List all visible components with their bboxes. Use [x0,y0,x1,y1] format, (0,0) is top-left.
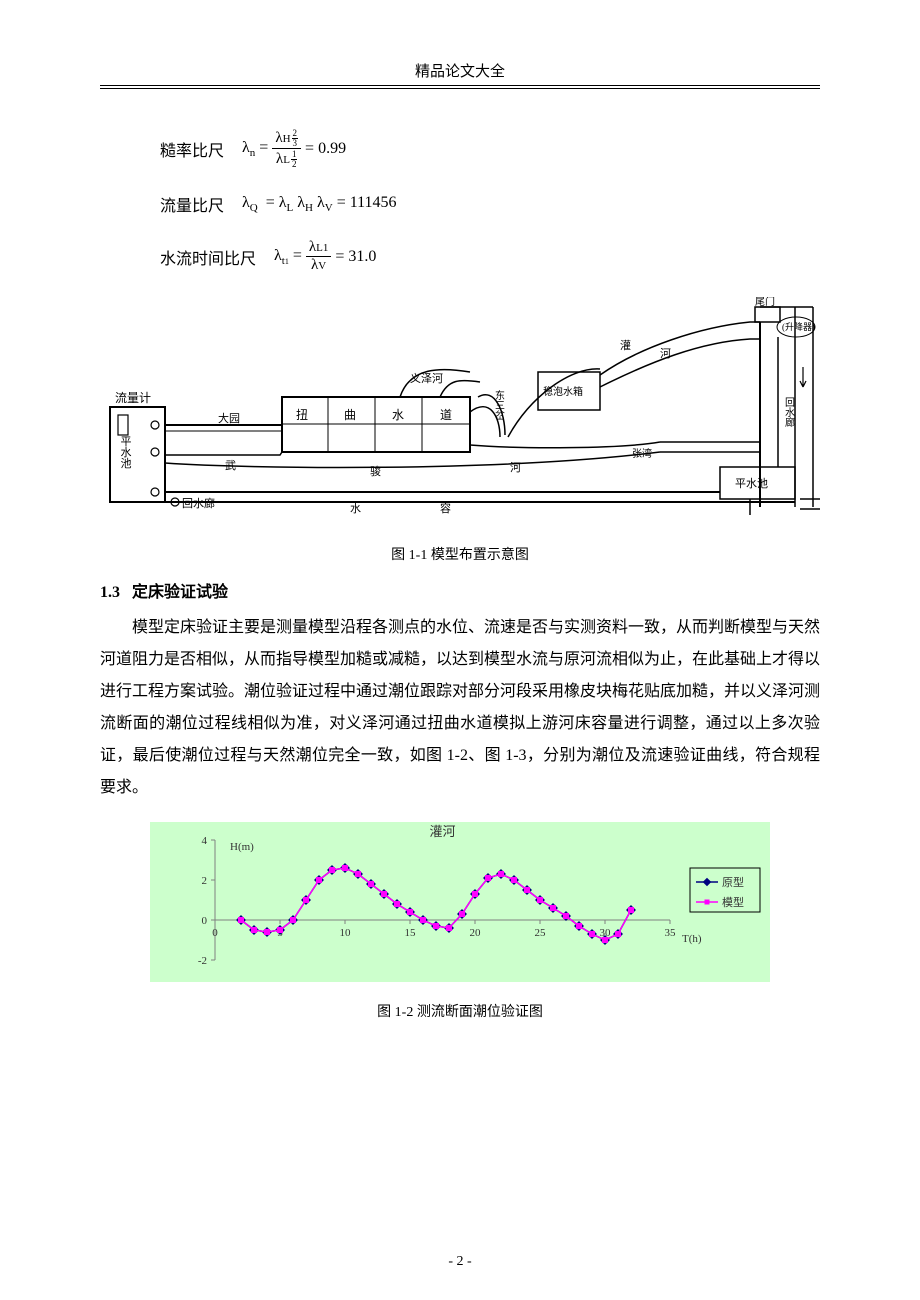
formula-value: 111456 [350,194,397,211]
svg-text:张湾: 张湾 [632,447,652,460]
formula-value: 0.99 [318,140,346,157]
diagram-svg: 流量计平水池回水廊扭曲水道义泽河大园武骏河张湾东三岔稳泡水箱灌河尾门(升降器)回… [100,297,820,527]
page-header: 精品论文大全 [100,60,820,85]
formula-roughness-ratio: 糙率比尺 λn = λH23 λL12 = 0.99 [160,129,820,168]
section-body: 模型定床验证主要是测量模型沿程各测点的水位、流速是否与实测资料一致，从而判断模型… [100,612,820,804]
formula-label: 糙率比尺 [160,137,224,161]
svg-text:扭: 扭 [296,408,308,422]
svg-text:容: 容 [440,501,451,515]
svg-text:流量计: 流量计 [115,391,151,405]
formula-label: 水流时间比尺 [160,245,256,269]
svg-text:道: 道 [440,408,452,422]
formula-math: λn = λH23 λL12 = 0.99 [242,129,346,168]
svg-text:10: 10 [340,927,352,939]
svg-text:回水廊: 回水廊 [783,397,795,428]
svg-text:(升降器): (升降器) [782,321,815,332]
formula-label: 流量比尺 [160,192,224,216]
svg-text:稳泡水箱: 稳泡水箱 [543,385,583,398]
svg-text:灌河: 灌河 [429,824,455,839]
svg-text:0: 0 [212,927,218,939]
tide-validation-chart: 灌河H(m)T(h)-202405101520253035原型模型 [150,822,770,987]
chart-svg: 灌河H(m)T(h)-202405101520253035原型模型 [150,822,770,982]
header-rule-2 [100,88,820,89]
svg-text:0: 0 [202,915,208,927]
svg-text:灌: 灌 [620,339,631,352]
svg-text:大园: 大园 [218,411,240,425]
svg-text:2: 2 [202,875,208,887]
header-rule-1 [100,85,820,86]
chart-caption: 图 1-2 测流断面潮位验证图 [100,1001,820,1021]
svg-text:义泽河: 义泽河 [410,372,443,385]
formula-math: λt1 = λL1 λV = 31.0 [274,240,376,273]
svg-text:原型: 原型 [722,875,744,889]
formula-time-ratio: 水流时间比尺 λt1 = λL1 λV = 31.0 [160,240,820,273]
svg-text:平水池: 平水池 [119,436,132,469]
section-title: 定床验证试验 [132,584,228,601]
diagram-caption: 图 1-1 模型布置示意图 [100,544,820,564]
svg-text:武: 武 [225,459,236,472]
svg-text:H(m): H(m) [230,841,254,853]
formula-flow-ratio: 流量比尺 λQ = λL λH λV = 111456 [160,192,820,216]
svg-text:骏: 骏 [370,464,381,478]
formula-value: 31.0 [348,248,376,265]
svg-text:河: 河 [660,347,671,360]
svg-text:35: 35 [665,927,677,939]
svg-text:25: 25 [535,927,547,939]
svg-text:水: 水 [350,502,361,515]
section-number: 1.3 [100,584,120,601]
svg-text:曲: 曲 [344,408,356,422]
svg-text:东三岔: 东三岔 [493,389,505,421]
svg-text:4: 4 [202,835,208,847]
model-layout-diagram: 流量计平水池回水廊扭曲水道义泽河大园武骏河张湾东三岔稳泡水箱灌河尾门(升降器)回… [100,297,820,532]
svg-text:河: 河 [510,461,521,474]
formula-math: λQ = λL λH λV = 111456 [242,194,397,214]
svg-text:-2: -2 [198,955,207,967]
svg-text:模型: 模型 [722,895,744,909]
svg-text:平水池: 平水池 [735,477,768,490]
svg-text:水: 水 [392,408,404,422]
svg-text:T(h): T(h) [682,933,702,945]
svg-text:15: 15 [405,927,417,939]
page-number: - 2 - [0,1254,920,1270]
svg-text:20: 20 [470,927,482,939]
section-heading: 1.3 定床验证试验 [100,578,820,602]
